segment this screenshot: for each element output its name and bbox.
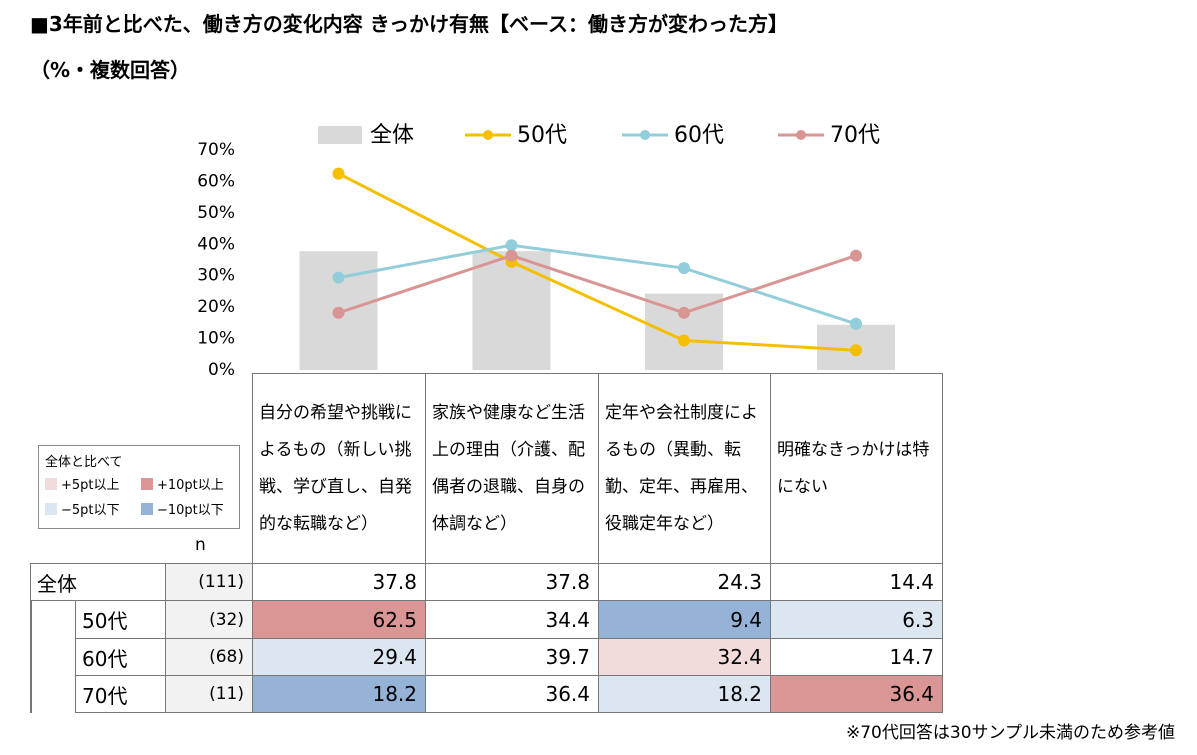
value-cell: 14.7 — [770, 638, 943, 676]
y-tick-label: 70% — [197, 140, 235, 160]
legend-swatch — [318, 126, 362, 144]
column-header: 定年や会社制度によるもの（異動、転勤、定年、再雇用、役職定年など） — [598, 373, 771, 564]
highlight-label: +10pt以上 — [157, 478, 224, 493]
footnote: ※70代回答は30サンプル未満のため参考値 — [846, 723, 1175, 743]
value-cell: 32.4 — [598, 638, 771, 676]
column-header: 家族や健康など生活上の理由（介護、配偶者の退職、自身の体調など） — [425, 373, 599, 564]
value-cell: 18.2 — [598, 675, 771, 713]
row-label: 70代 — [75, 675, 166, 713]
value-cell: 36.4 — [425, 675, 599, 713]
value-cell: 36.4 — [770, 675, 943, 713]
y-tick-label: 40% — [197, 234, 235, 254]
y-tick-label: 30% — [197, 266, 235, 286]
row-indent — [30, 675, 76, 713]
value-cell: 18.2 — [252, 675, 426, 713]
value-cell: 62.5 — [252, 600, 426, 639]
n-cell: (111) — [165, 563, 253, 601]
marker — [332, 271, 345, 284]
marker — [332, 306, 345, 319]
y-tick-label: 10% — [197, 329, 235, 349]
column-header: 自分の希望や挑戦によるもの（新しい挑戦、学び直し、自発的な転職など） — [252, 373, 426, 564]
highlight-label: −10pt以下 — [157, 503, 224, 518]
marker — [678, 306, 690, 319]
value-cell: 24.3 — [598, 563, 771, 601]
marker — [678, 334, 690, 347]
line — [338, 243, 857, 326]
legend-marker — [640, 130, 650, 140]
n-cell: (32) — [165, 600, 253, 639]
row-label: 50代 — [75, 600, 166, 639]
marker — [505, 239, 518, 252]
value-cell: 34.4 — [425, 600, 599, 639]
marker — [850, 249, 862, 262]
value-cell: 29.4 — [252, 638, 426, 676]
chart: 0% 10% 20% 30% 40% 50% 60% 70% 全体 50代 60代 70代 — [197, 123, 895, 380]
value-cell: 14.4 — [770, 563, 943, 601]
value-cell: 39.7 — [425, 638, 599, 676]
bar — [472, 251, 551, 370]
n-cell: (11) — [165, 675, 253, 713]
marker — [850, 344, 862, 357]
y-tick-label: 60% — [197, 171, 235, 191]
value-cell: 6.3 — [770, 600, 943, 639]
legend-label: 50代 — [517, 123, 567, 148]
highlight-legend: 全体と比べて +5pt以上 +10pt以上 −5pt以下 −10pt以下 — [38, 445, 240, 529]
n-header: n — [195, 535, 206, 555]
line — [338, 254, 857, 315]
subtitle: （%・複数回答） — [30, 58, 191, 82]
marker — [850, 317, 862, 330]
highlight-label: +5pt以上 — [61, 478, 120, 493]
row-indent — [30, 638, 76, 676]
value-cell: 37.8 — [252, 563, 426, 601]
column-header: 明確なきっかけは特にない — [770, 373, 943, 564]
row-indent — [30, 600, 76, 639]
highlight-label: −5pt以下 — [61, 503, 120, 518]
highlight-legend-title: 全体と比べて — [45, 455, 123, 470]
title: ■3年前と比べた、働き方の変化内容 きっかけ有無【ベース：働き方が変わった方】 — [30, 12, 788, 36]
row-label: 全体 — [30, 563, 166, 601]
y-tick-label: 20% — [197, 297, 235, 317]
legend-label: 60代 — [674, 123, 724, 148]
highlight-swatch — [45, 503, 57, 515]
y-tick-label: 0% — [208, 360, 235, 380]
legend-marker — [796, 130, 806, 140]
legend-marker — [483, 130, 493, 140]
value-cell: 9.4 — [598, 600, 771, 639]
legend-label: 全体 — [370, 123, 414, 148]
row-label: 60代 — [75, 638, 166, 676]
bar — [645, 293, 723, 370]
value-cell: 37.8 — [425, 563, 599, 601]
y-tick-label: 50% — [197, 203, 235, 223]
marker — [505, 249, 518, 262]
legend-label: 70代 — [830, 123, 880, 148]
highlight-swatch — [141, 503, 153, 515]
highlight-swatch — [141, 478, 153, 490]
line — [337, 172, 857, 352]
marker — [332, 167, 345, 180]
marker — [678, 262, 690, 275]
n-cell: (68) — [165, 638, 253, 676]
highlight-swatch — [45, 478, 57, 490]
